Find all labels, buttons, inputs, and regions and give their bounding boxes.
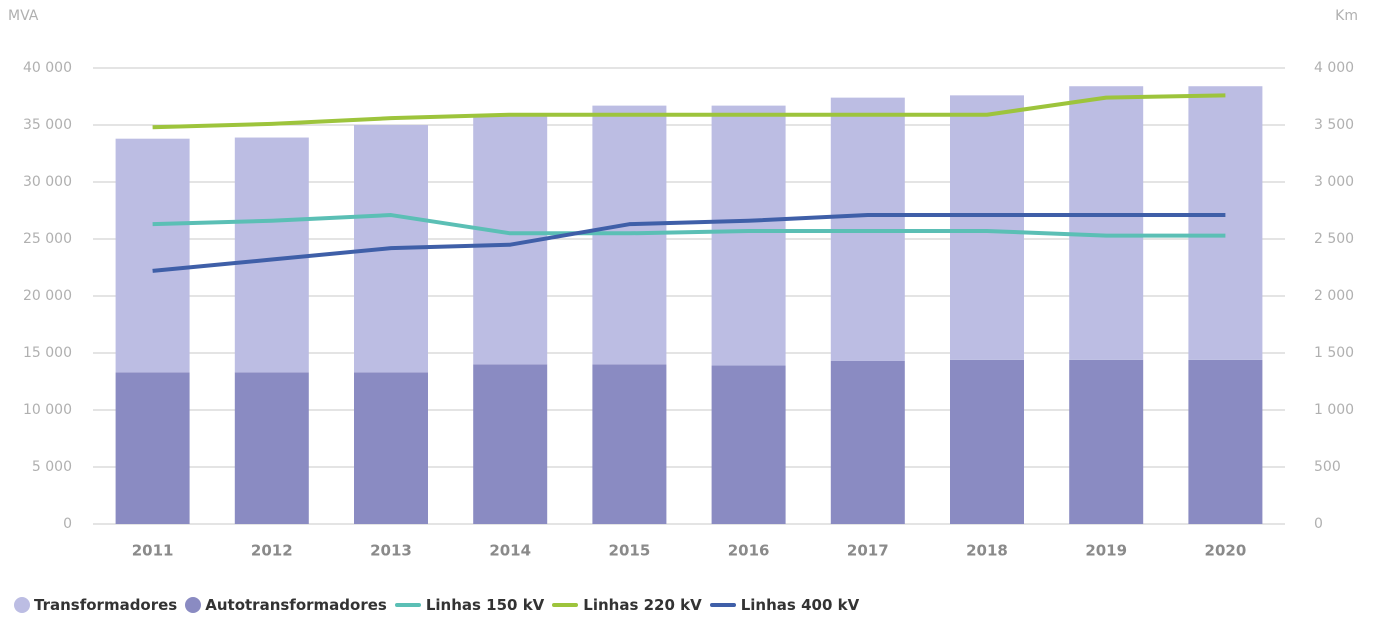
y-tick-label: 25 000 <box>23 231 72 247</box>
x-tick-label: 2017 <box>847 542 889 560</box>
y-tick-label: 0 <box>63 516 72 532</box>
x-tick-label: 2018 <box>966 542 1008 560</box>
bar <box>830 360 905 524</box>
legend-label: Transformadores <box>34 596 178 614</box>
y2-tick-label: 2 500 <box>1314 231 1354 247</box>
x-tick-label: 2020 <box>1205 542 1247 560</box>
bar <box>711 105 786 366</box>
y2-tick-label: 2 000 <box>1314 288 1354 304</box>
y-tick-label: 35 000 <box>23 117 72 133</box>
y2-tick-label: 500 <box>1314 459 1341 475</box>
y2-tick-label: 1 000 <box>1314 402 1354 418</box>
bar <box>354 372 428 524</box>
y-tick-label: 15 000 <box>23 345 72 361</box>
bar <box>950 359 1024 524</box>
legend-swatch <box>552 603 579 607</box>
legend-swatch <box>185 597 202 613</box>
legend-swatch <box>709 603 736 607</box>
x-tick-label: 2014 <box>489 542 531 560</box>
x-tick-label: 2016 <box>728 542 770 560</box>
legend-item: Autotransformadores <box>185 596 387 614</box>
legend-item: Linhas 150 kV <box>394 596 545 614</box>
x-tick-label: 2011 <box>132 542 174 560</box>
y-tick-label: 20 000 <box>23 288 72 304</box>
line-series <box>152 213 1226 238</box>
line-series <box>152 93 1226 130</box>
bar <box>711 365 786 524</box>
line-series <box>152 213 1226 273</box>
x-tick-label: 2013 <box>370 542 412 560</box>
x-tick-label: 2015 <box>609 542 651 560</box>
bar <box>1188 359 1263 524</box>
y2-tick-label: 3 000 <box>1314 174 1354 190</box>
y2-tick-label: 3 500 <box>1314 117 1354 133</box>
legend-label: Autotransformadores <box>205 596 387 614</box>
y-tick-label: 40 000 <box>23 60 72 76</box>
x-tick-label: 2012 <box>251 542 293 560</box>
chart: MVA Km 0 5 000 10 000 15 000 20 000 25 000 30 … <box>8 8 1358 560</box>
y-tick-label: 30 000 <box>23 174 72 190</box>
legend-swatch <box>394 603 421 607</box>
y-tick-label: 10 000 <box>23 402 72 418</box>
legend-item: Linhas 220 kV <box>552 596 702 614</box>
bar <box>115 138 190 373</box>
x-tick-label: 2019 <box>1085 542 1127 560</box>
legend-item: Transformadores <box>14 596 177 614</box>
bar <box>115 372 190 524</box>
bar <box>1069 86 1144 360</box>
bar <box>1069 359 1144 524</box>
y-axis-label: MVA <box>8 8 39 24</box>
y2-tick-label: 4 000 <box>1314 60 1354 76</box>
legend-label: Linhas 220 kV <box>583 596 702 614</box>
y-tick-label: 5 000 <box>32 459 72 475</box>
bar <box>950 95 1024 360</box>
legend-swatch <box>14 597 30 613</box>
legend: Transformadores Autotransformadores Linhas… <box>14 596 867 614</box>
y2-tick-label: 1 500 <box>1314 345 1354 361</box>
legend-label: Linhas 400 kV <box>740 596 860 614</box>
legend-label: Linhas 150 kV <box>425 596 545 614</box>
bar <box>234 137 309 373</box>
bar <box>234 372 309 524</box>
y2-axis-label: Km <box>1335 8 1358 24</box>
bar <box>592 364 667 524</box>
y2-tick-label: 0 <box>1314 516 1323 532</box>
bar <box>473 364 548 524</box>
bar <box>1188 86 1263 360</box>
legend-item: Linhas 400 kV <box>709 596 860 614</box>
